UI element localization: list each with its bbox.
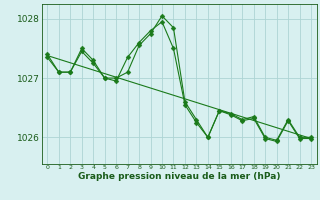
X-axis label: Graphe pression niveau de la mer (hPa): Graphe pression niveau de la mer (hPa) — [78, 172, 280, 181]
